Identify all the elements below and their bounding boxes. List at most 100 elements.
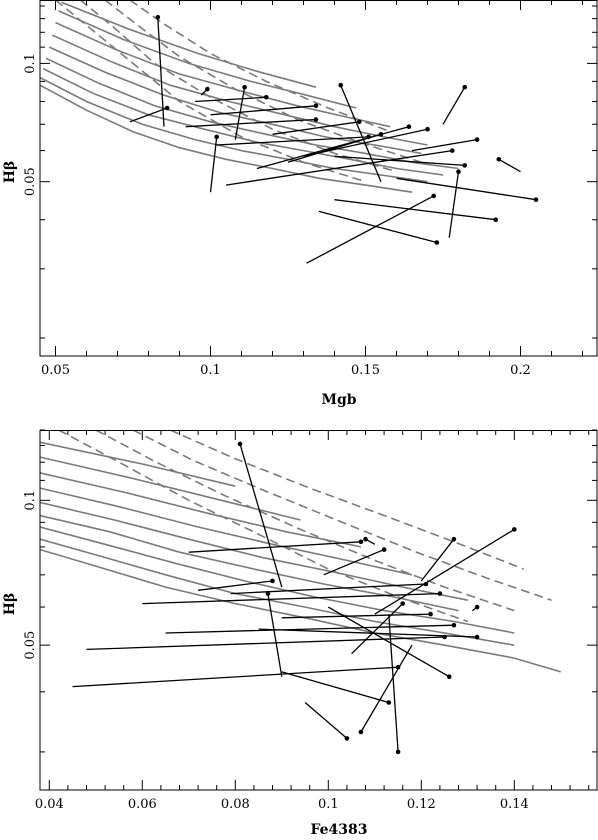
data-vector: [258, 628, 478, 638]
data-point: [462, 163, 468, 168]
y-tick-label: 0.1: [23, 490, 38, 511]
data-vector: [256, 126, 410, 170]
plot-area: [40, 430, 562, 755]
data-point: [406, 124, 412, 129]
data-point: [378, 132, 384, 137]
data-vector: [340, 84, 382, 182]
x-tick-label: 0.04: [35, 797, 64, 812]
data-point: [270, 578, 275, 584]
data-point: [264, 95, 269, 100]
data-vector: [239, 443, 283, 588]
x-tick-label: 0.1: [318, 797, 339, 812]
y-tick-label: 0.1: [23, 53, 38, 74]
data-point: [434, 240, 440, 245]
data-point: [496, 157, 502, 162]
data-point: [428, 611, 433, 617]
data-vector: [334, 155, 465, 167]
x-tick-label: 0.06: [128, 797, 157, 812]
data-point: [242, 84, 247, 90]
data-vector: [323, 549, 385, 576]
data-vector: [142, 592, 440, 605]
model-grid-solid-line: [40, 472, 362, 548]
data-vector: [411, 138, 478, 152]
data-vector: [388, 614, 399, 752]
data-vector: [448, 171, 460, 238]
data-point: [381, 547, 387, 552]
model-grid-solid-line: [40, 514, 459, 612]
data-point: [155, 14, 161, 20]
model-grid-dashed-line: [95, 430, 515, 612]
y-axis-label: Hβ: [2, 161, 18, 184]
data-vector: [129, 107, 168, 123]
x-axis-label: Fe4383: [310, 822, 367, 838]
data-point: [205, 86, 210, 92]
model-grid-solid-line: [42, 67, 444, 176]
data-vector: [230, 583, 426, 595]
data-vector: [498, 158, 521, 173]
data-vector: [209, 136, 218, 193]
data-vector: [216, 136, 369, 146]
plot-area: [40, 0, 539, 264]
data-point: [493, 217, 499, 222]
data-point: [446, 674, 452, 679]
bottom-panel-fe4383: 0.04 0.06 0.08 0.1 0.12 0.14 0.05 0.1 Fe4383 Hβ: [2, 429, 598, 838]
data-vector: [327, 606, 450, 678]
data-vector: [281, 613, 431, 619]
model-grid-solid-line: [40, 548, 562, 673]
model-grid-solid-line: [48, 46, 422, 155]
data-point: [533, 197, 539, 202]
data-point: [431, 193, 437, 199]
data-vector: [165, 624, 454, 634]
data-vector: [157, 17, 165, 127]
data-point: [358, 729, 364, 735]
data-vector: [396, 177, 537, 201]
model-grid-solid-line: [40, 538, 515, 646]
data-point: [400, 601, 406, 606]
data-point: [425, 126, 430, 132]
data-point: [474, 634, 480, 640]
model-grid-solid-line: [61, 1, 317, 88]
data-vector: [194, 96, 267, 103]
model-grid-dashed-line: [132, 430, 552, 601]
data-vector: [442, 86, 466, 125]
data-point: [451, 622, 457, 628]
model-grid-dashed-line: [54, 0, 366, 183]
x-tick-label: 0.1: [200, 363, 221, 378]
model-grid-solid-line: [55, 21, 391, 128]
model-grid-solid-line: [40, 76, 428, 183]
data-point: [450, 148, 455, 153]
data-vector: [234, 87, 246, 140]
data-point: [357, 119, 362, 125]
data-point: [358, 539, 364, 545]
y-tick-label: 0.05: [23, 167, 38, 196]
data-vector: [334, 199, 496, 221]
data-point: [313, 103, 319, 109]
data-point: [363, 536, 368, 542]
data-vector: [72, 666, 399, 688]
data-point: [512, 527, 517, 532]
data-point: [456, 169, 461, 174]
x-tick-label: 0.05: [41, 363, 70, 378]
data-point: [451, 536, 457, 542]
data-point: [395, 749, 401, 755]
model-grid-dashed-line: [104, 0, 422, 164]
data-vector: [272, 121, 360, 135]
x-tick-label: 0.2: [510, 363, 531, 378]
model-grid-solid-line: [40, 441, 236, 487]
axes-frame: [39, 0, 598, 357]
data-point: [214, 134, 219, 140]
model-grid-solid-line: [40, 526, 515, 634]
model-grid-dashed-line: [58, 430, 469, 623]
data-vector: [360, 644, 413, 733]
y-axis-label: Hβ: [2, 593, 18, 616]
data-vector: [304, 702, 348, 739]
data-vector: [306, 195, 435, 264]
data-point: [313, 117, 319, 122]
model-grid-solid-line: [58, 10, 357, 109]
x-tick-label: 0.15: [351, 363, 380, 378]
data-vector: [225, 149, 453, 186]
data-point: [474, 137, 480, 142]
data-vector: [185, 118, 316, 128]
model-grid-solid-line: [40, 487, 413, 576]
data-point: [462, 84, 468, 90]
